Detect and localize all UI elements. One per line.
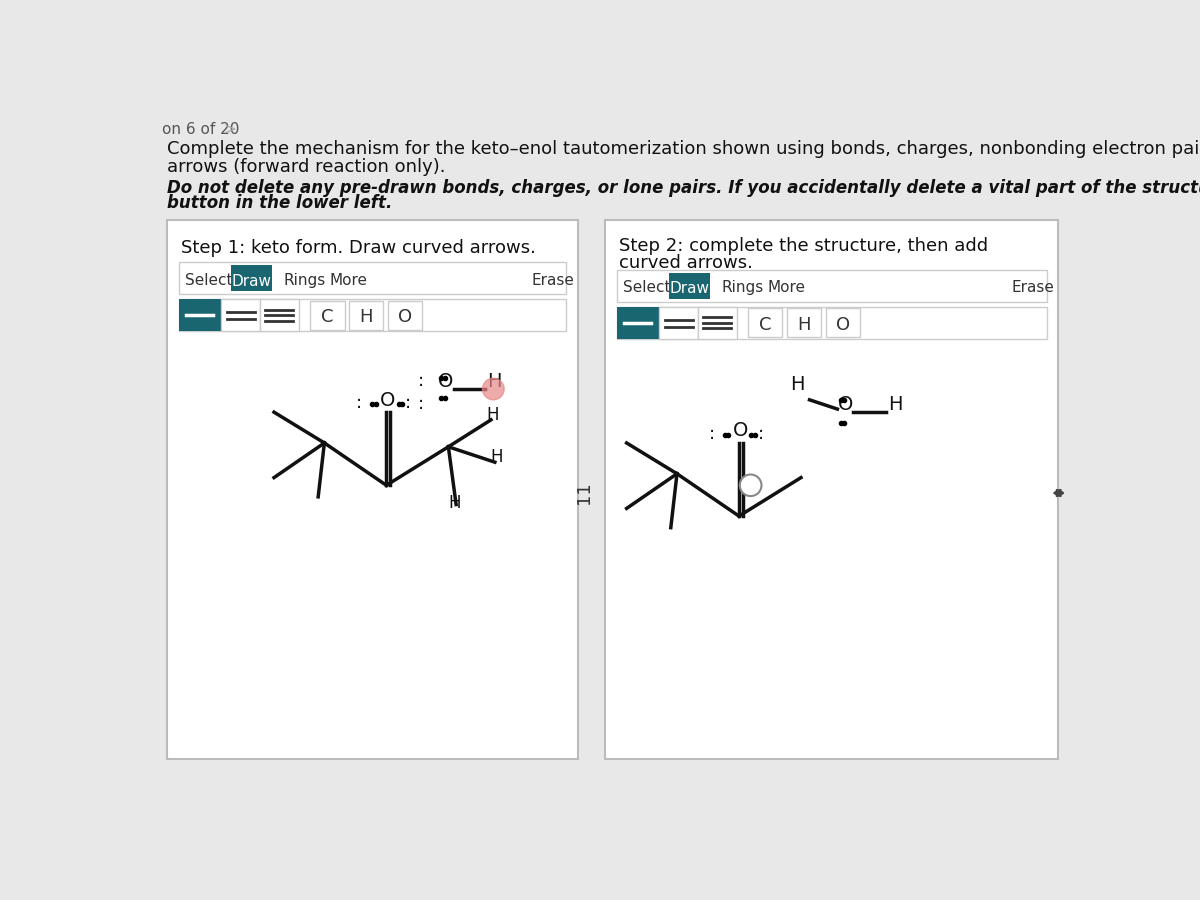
Text: :: : <box>356 394 362 412</box>
Text: Step 1: keto form. Draw curved arrows.: Step 1: keto form. Draw curved arrows. <box>181 238 536 256</box>
Text: Erase: Erase <box>1012 281 1055 295</box>
Text: H: H <box>449 494 461 512</box>
Text: O: O <box>438 372 454 392</box>
FancyBboxPatch shape <box>167 220 578 759</box>
Text: Draw: Draw <box>670 281 709 296</box>
FancyBboxPatch shape <box>659 307 698 339</box>
Text: on 6 of 20: on 6 of 20 <box>162 122 239 137</box>
FancyBboxPatch shape <box>749 308 782 338</box>
Text: :: : <box>418 372 425 390</box>
Text: O: O <box>398 308 412 326</box>
FancyBboxPatch shape <box>787 308 821 338</box>
Circle shape <box>739 474 762 496</box>
FancyBboxPatch shape <box>150 108 1080 801</box>
FancyBboxPatch shape <box>179 262 566 294</box>
Circle shape <box>482 378 504 400</box>
FancyBboxPatch shape <box>698 307 737 339</box>
Text: O: O <box>835 316 850 334</box>
Text: curved arrows.: curved arrows. <box>619 254 752 272</box>
Text: Rings: Rings <box>283 273 325 288</box>
FancyBboxPatch shape <box>617 307 659 339</box>
FancyBboxPatch shape <box>349 301 383 329</box>
FancyBboxPatch shape <box>221 299 260 331</box>
FancyBboxPatch shape <box>311 301 344 329</box>
Text: >: > <box>223 122 236 137</box>
Text: :: : <box>406 394 412 412</box>
FancyBboxPatch shape <box>617 307 1046 339</box>
Text: H: H <box>490 448 503 466</box>
Text: O: O <box>838 395 853 414</box>
FancyBboxPatch shape <box>388 301 422 329</box>
Text: Select: Select <box>185 273 233 288</box>
FancyBboxPatch shape <box>150 108 1080 747</box>
Text: :: : <box>757 425 763 443</box>
Text: More: More <box>330 273 368 288</box>
FancyBboxPatch shape <box>605 220 1058 759</box>
Text: C: C <box>760 316 772 334</box>
Text: H: H <box>790 375 804 394</box>
Text: 11: 11 <box>575 482 593 504</box>
Text: O: O <box>380 391 396 410</box>
Text: C: C <box>322 308 334 326</box>
Text: H: H <box>487 372 502 392</box>
Text: Step 2: complete the structure, then add: Step 2: complete the structure, then add <box>619 237 988 255</box>
FancyBboxPatch shape <box>179 299 221 331</box>
Text: H: H <box>486 406 499 424</box>
Text: Do not delete any pre-drawn bonds, charges, or lone pairs. If you accidentally d: Do not delete any pre-drawn bonds, charg… <box>167 179 1200 197</box>
Text: H: H <box>360 308 373 326</box>
Text: H: H <box>797 316 811 334</box>
FancyBboxPatch shape <box>260 299 299 331</box>
Text: arrows (forward reaction only).: arrows (forward reaction only). <box>167 158 445 176</box>
FancyBboxPatch shape <box>179 299 566 331</box>
Text: :: : <box>418 395 425 413</box>
FancyBboxPatch shape <box>826 308 860 338</box>
Text: More: More <box>768 281 805 295</box>
Text: Erase: Erase <box>532 273 574 288</box>
FancyBboxPatch shape <box>232 266 271 292</box>
FancyBboxPatch shape <box>617 270 1046 302</box>
Text: O: O <box>733 421 748 440</box>
FancyBboxPatch shape <box>670 273 709 299</box>
Text: button in the lower left.: button in the lower left. <box>167 194 392 212</box>
Text: :: : <box>709 425 715 443</box>
Text: Rings: Rings <box>721 281 763 295</box>
Text: H: H <box>888 395 904 414</box>
Text: Draw: Draw <box>232 274 271 289</box>
Text: Select: Select <box>623 281 671 295</box>
Text: Complete the mechanism for the keto–enol tautomerization shown using bonds, char: Complete the mechanism for the keto–enol… <box>167 140 1200 158</box>
